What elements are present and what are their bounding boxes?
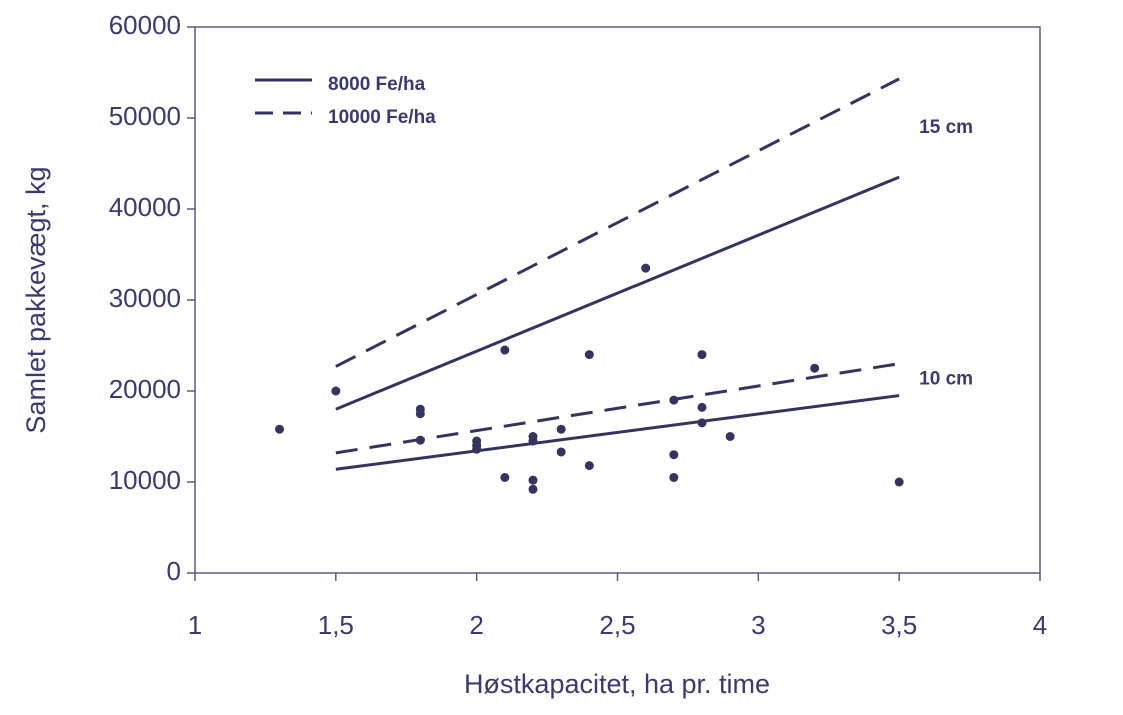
data-point [584, 350, 594, 360]
annotation: 10 cm [919, 369, 973, 390]
y-axis-label: Samlet pakkevægt, kg [21, 166, 51, 433]
data-point [528, 484, 538, 494]
annotation: 15 cm [919, 117, 973, 138]
y-tick-label: 50000 [109, 101, 181, 131]
trend-line [335, 175, 900, 411]
data-point [528, 436, 538, 446]
x-tick-label: 2,5 [599, 610, 635, 640]
data-point [415, 404, 425, 414]
y-tick-label: 0 [167, 556, 181, 586]
data-point [584, 461, 594, 471]
y-tick-label: 20000 [109, 374, 181, 404]
trend-line [335, 77, 900, 368]
data-point [331, 386, 341, 396]
x-tick-label: 4 [1033, 610, 1047, 640]
data-point [275, 424, 284, 434]
trend-line [335, 394, 900, 471]
x-tick-label: 3,5 [881, 610, 917, 640]
data-point [669, 395, 679, 405]
data-point [697, 418, 707, 428]
trend-line [335, 362, 900, 455]
legend-label: 8000 Fe/ha [328, 74, 426, 95]
x-tick-label: 1 [188, 610, 202, 640]
data-point [669, 450, 679, 460]
data-point [725, 432, 735, 441]
data-point [556, 447, 566, 457]
data-point [697, 402, 707, 412]
data-point [415, 435, 425, 445]
data-point [500, 472, 510, 482]
x-axis-label: Høstkapacitet, ha pr. time [464, 669, 770, 699]
data-point [528, 475, 538, 485]
x-tick-label: 3 [751, 610, 765, 640]
y-tick-label: 30000 [109, 283, 181, 313]
data-point [500, 345, 510, 355]
data-point [556, 424, 566, 434]
y-tick-label: 60000 [109, 10, 181, 40]
plot-frame [194, 26, 1041, 574]
x-tick-label: 1,5 [318, 610, 354, 640]
y-tick-label: 40000 [109, 192, 181, 222]
data-point [697, 350, 707, 360]
x-tick-label: 2 [469, 610, 483, 640]
legend-label: 10000 Fe/ha [328, 107, 436, 128]
data-point [472, 444, 482, 454]
data-point [641, 263, 651, 273]
data-point [894, 477, 904, 487]
data-point [810, 363, 820, 373]
y-tick-label: 10000 [109, 465, 181, 495]
data-point [669, 472, 679, 482]
